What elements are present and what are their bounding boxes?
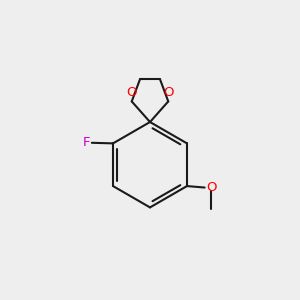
Text: F: F bbox=[83, 136, 90, 149]
Text: O: O bbox=[126, 86, 136, 99]
Text: O: O bbox=[206, 181, 217, 194]
Text: O: O bbox=[164, 86, 174, 99]
